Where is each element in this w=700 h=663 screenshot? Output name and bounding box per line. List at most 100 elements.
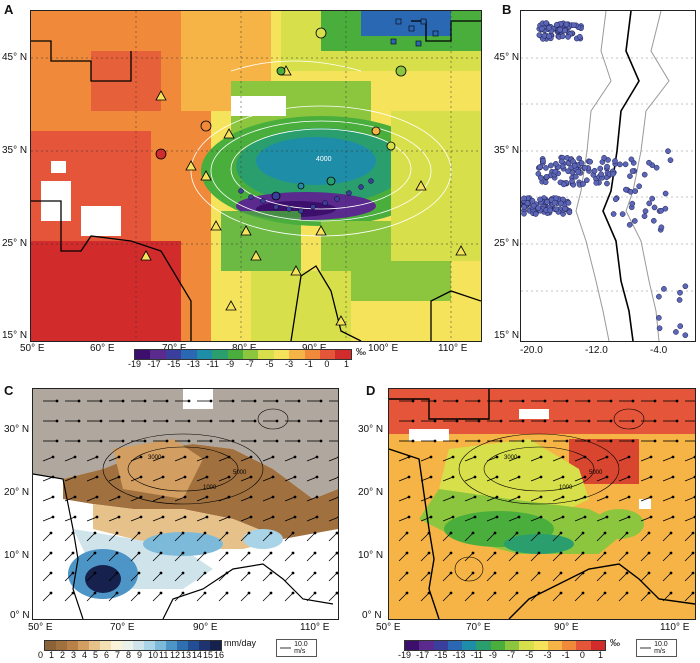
wind-vector-head	[625, 531, 629, 535]
scatter-point	[566, 209, 573, 216]
wind-vector-head	[95, 515, 99, 519]
wind-vector	[640, 572, 650, 582]
wind-vector	[262, 592, 272, 602]
wind-vector-head	[71, 591, 75, 595]
wind-vector-head	[477, 439, 481, 443]
wind-vector	[574, 496, 586, 502]
wind-vector-head	[627, 515, 631, 519]
wind-vector	[174, 456, 186, 462]
wind-vector	[86, 456, 98, 462]
wind-vector-head	[427, 591, 431, 595]
wind-vector	[552, 476, 564, 482]
colorbar-swatch	[155, 641, 166, 650]
wind-vector-head	[693, 475, 695, 479]
scatter-point	[619, 211, 626, 217]
scatter-point	[521, 195, 527, 202]
scatter-point	[676, 297, 683, 303]
wind-vector	[152, 572, 162, 582]
scatter-point	[561, 27, 568, 34]
wind-vector	[152, 476, 164, 482]
wind-vector	[284, 532, 294, 542]
wind-vector-head	[181, 591, 185, 595]
wind-vector-head	[271, 475, 275, 479]
scatter-point	[546, 33, 552, 40]
colorbar-swatch	[242, 350, 259, 359]
wind-vector-head	[319, 419, 323, 423]
colorbar-tick-label: 1	[598, 650, 604, 660]
wind-vector	[508, 532, 518, 542]
wind-vector	[130, 592, 140, 602]
wind-vector	[152, 456, 164, 462]
wind-vector-head	[231, 399, 235, 403]
panel-c-lat-label: 20° N	[4, 487, 30, 498]
wind-vector-head	[603, 591, 607, 595]
wind-vector-head	[649, 515, 653, 519]
wind-vector-head	[455, 419, 459, 423]
colorbar-swatch	[433, 641, 448, 650]
wind-vector-head	[117, 475, 121, 479]
wind-vector-head	[335, 551, 338, 555]
wind-vector-head	[653, 439, 657, 443]
colorbar-tick-label: -11	[470, 650, 484, 660]
wind-vector-head	[669, 571, 673, 575]
wind-vector	[464, 592, 474, 602]
scatter-point	[537, 164, 543, 170]
scatter-point	[658, 224, 665, 231]
wind-vector	[596, 592, 606, 602]
wind-vector-head	[631, 399, 635, 403]
wind-vector-head	[335, 571, 338, 575]
wind-vector	[486, 552, 496, 562]
panel-d-unit: ‰	[610, 638, 620, 649]
wind-vector	[464, 456, 476, 462]
wind-vector-head	[603, 531, 607, 535]
scatter-point	[656, 314, 662, 321]
scatter-point	[557, 26, 563, 33]
wind-vector	[42, 572, 52, 582]
wind-vector-head	[159, 591, 163, 595]
wind-vector-head	[159, 531, 163, 535]
colorbar-tick-label: -9	[488, 650, 497, 660]
colorbar-swatch	[462, 641, 477, 650]
wind-vector	[420, 456, 432, 462]
wind-vector	[508, 572, 518, 582]
wind-vector	[196, 572, 206, 582]
scatter-point	[559, 163, 566, 170]
scatter-point	[610, 171, 616, 177]
wind-vector-head	[275, 439, 279, 443]
wind-vector-head	[493, 571, 497, 575]
wind-vector-head	[537, 551, 541, 555]
wind-vector	[284, 552, 294, 562]
wind-vector	[420, 476, 432, 482]
wind-vector-head	[517, 475, 521, 479]
scatter-point	[553, 21, 560, 28]
wind-vector-head	[603, 571, 607, 575]
wind-vector-head	[427, 571, 431, 575]
wind-vector-head	[227, 495, 231, 499]
panel-b-plot	[520, 10, 696, 342]
wind-vector-head	[139, 495, 143, 499]
wind-vector-head	[51, 515, 55, 519]
wind-vector	[552, 552, 562, 562]
wind-vector-head	[405, 531, 409, 535]
scatter-point	[552, 168, 559, 175]
scatter-point	[612, 158, 618, 164]
panel-c-lon-label: 50° E	[28, 622, 53, 633]
colorbar-tick-label: 12	[170, 650, 181, 660]
wind-vector	[552, 456, 564, 462]
scatter-point	[641, 171, 648, 178]
wind-vector	[240, 572, 250, 582]
wind-vector-head	[227, 455, 231, 459]
scatter-point	[546, 24, 552, 31]
wind-vector	[486, 572, 496, 582]
wind-vector-head	[335, 531, 338, 535]
wind-vector-head	[315, 515, 319, 519]
colorbar-swatch	[320, 350, 336, 359]
panel-b-lat-label: 25° N	[494, 238, 520, 249]
wind-vector-head	[275, 399, 279, 403]
colorbar-swatch	[100, 641, 111, 650]
scatter-point	[558, 200, 564, 207]
wind-vector-head	[159, 551, 163, 555]
panel-d-colorbar	[404, 640, 606, 651]
panel-a-lon-label: 110° E	[438, 343, 468, 354]
wind-vector-head	[187, 399, 191, 403]
